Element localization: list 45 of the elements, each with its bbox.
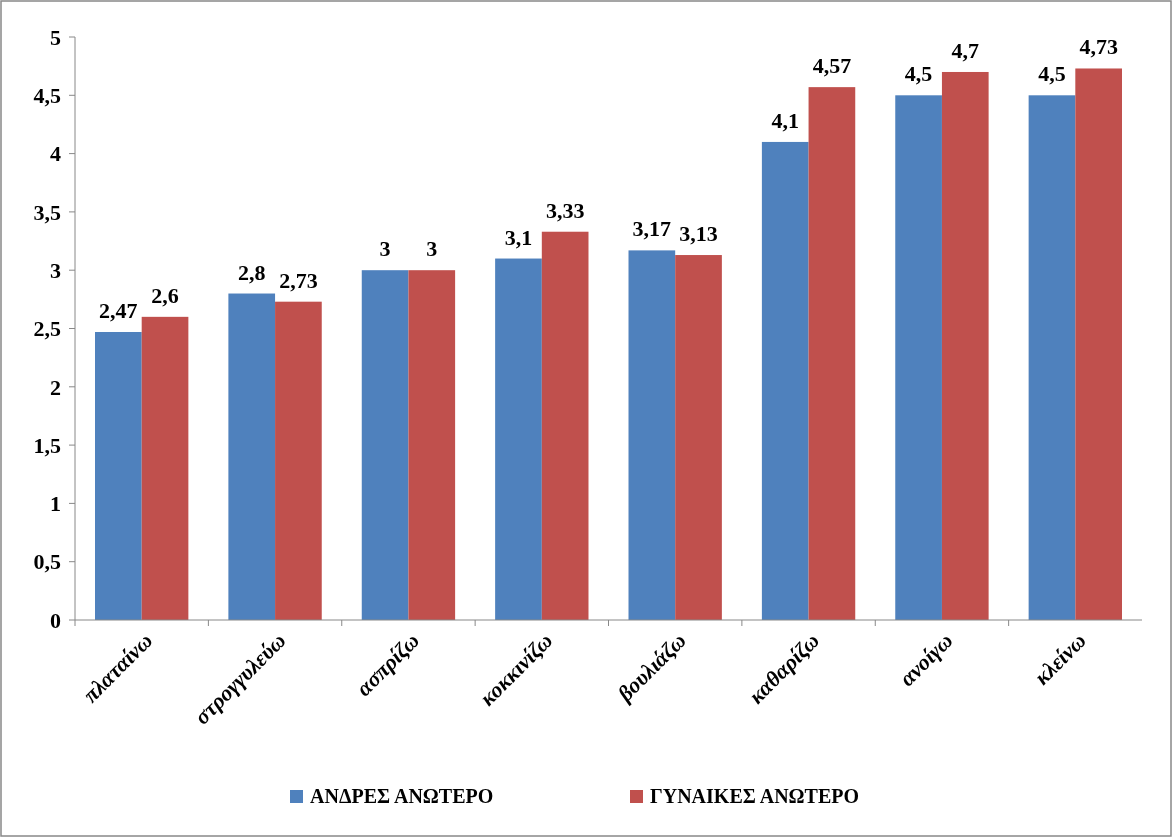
bar (228, 293, 276, 620)
bar (95, 332, 142, 620)
y-tick-label: 5 (50, 24, 61, 50)
data-label: 4,5 (1038, 61, 1066, 87)
bar (361, 270, 409, 620)
bar (675, 255, 722, 620)
bar (541, 231, 589, 620)
data-label: 2,73 (279, 267, 318, 293)
legend-label: ΑΝΔΡΕΣ ΑΝΩΤΕΡΟ (310, 785, 494, 807)
y-tick-label: 3,5 (33, 199, 61, 225)
y-tick-label: 1 (50, 491, 61, 517)
legend-label: ΓΥΝΑΙΚΕΣ ΑΝΩΤΕΡΟ (650, 785, 860, 807)
y-tick-label: 4,5 (33, 83, 61, 108)
data-label: 4,1 (771, 107, 799, 133)
data-label: 3 (379, 236, 391, 262)
data-label: 2,47 (99, 298, 138, 323)
data-label: 2,8 (237, 259, 266, 285)
y-tick-label: 0 (50, 607, 61, 633)
bar (141, 316, 189, 620)
y-tick-label: 3 (50, 257, 61, 283)
data-label: 4,5 (904, 61, 933, 87)
y-tick-label: 0,5 (33, 549, 61, 575)
data-label: 3 (426, 236, 438, 262)
data-label: 2,6 (151, 282, 179, 308)
data-label: 4,7 (951, 37, 980, 63)
bar (408, 270, 456, 620)
bar (628, 250, 676, 620)
bar (808, 87, 856, 620)
data-label: 3,13 (679, 221, 718, 247)
data-label: 3,17 (632, 216, 672, 242)
y-tick-label: 1,5 (33, 432, 61, 458)
y-tick-label: 2,5 (33, 316, 61, 342)
bar (761, 141, 809, 620)
data-label: 3,33 (545, 197, 585, 223)
data-label: 4,73 (1079, 34, 1118, 60)
bar (275, 301, 322, 620)
y-tick-label: 2 (50, 374, 61, 400)
y-tick-label: 4 (50, 141, 61, 167)
data-label: 4,57 (812, 53, 852, 79)
bar (495, 258, 542, 620)
bar (1075, 68, 1122, 620)
bar (941, 71, 989, 620)
bar (895, 95, 942, 620)
data-label: 3,1 (504, 224, 533, 250)
bar (1028, 95, 1076, 620)
